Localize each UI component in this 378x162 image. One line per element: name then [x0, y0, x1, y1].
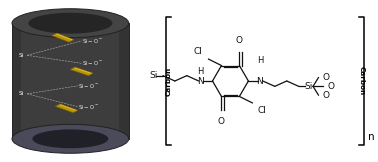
Polygon shape: [12, 23, 129, 139]
Text: Si: Si: [304, 82, 312, 91]
Text: Carbon: Carbon: [166, 66, 172, 96]
Text: O: O: [323, 73, 330, 82]
Text: O: O: [327, 82, 335, 91]
Text: $\mathregular{Si-O^-}$: $\mathregular{Si-O^-}$: [82, 37, 102, 45]
Text: O: O: [236, 36, 243, 45]
Text: $\mathregular{Si-O^-}$: $\mathregular{Si-O^-}$: [78, 103, 99, 111]
Text: Cl: Cl: [194, 47, 203, 56]
Text: Si: Si: [19, 53, 24, 58]
Text: H: H: [257, 56, 263, 65]
Polygon shape: [74, 68, 92, 74]
Text: $\mathregular{Si-O^-}$: $\mathregular{Si-O^-}$: [82, 59, 102, 67]
Text: O: O: [218, 117, 225, 126]
Text: Carbon: Carbon: [359, 66, 365, 96]
Ellipse shape: [28, 13, 112, 34]
Polygon shape: [55, 104, 60, 106]
Text: O: O: [323, 91, 330, 100]
Polygon shape: [70, 67, 75, 69]
Ellipse shape: [33, 129, 108, 148]
Text: Si: Si: [19, 91, 24, 96]
Text: $\mathregular{Si-O^-}$: $\mathregular{Si-O^-}$: [78, 82, 99, 90]
Polygon shape: [56, 34, 73, 40]
Ellipse shape: [12, 9, 129, 38]
Polygon shape: [119, 23, 129, 139]
Text: n: n: [368, 132, 375, 142]
Polygon shape: [59, 104, 77, 111]
Polygon shape: [52, 33, 74, 42]
Polygon shape: [52, 33, 57, 35]
Text: N: N: [256, 76, 263, 86]
Polygon shape: [70, 67, 93, 76]
Polygon shape: [55, 104, 78, 113]
Text: Cl: Cl: [258, 106, 267, 115]
Polygon shape: [12, 23, 22, 139]
Text: H: H: [197, 67, 204, 76]
Text: N: N: [197, 76, 204, 86]
Ellipse shape: [12, 124, 129, 153]
Text: Si: Si: [149, 71, 158, 80]
